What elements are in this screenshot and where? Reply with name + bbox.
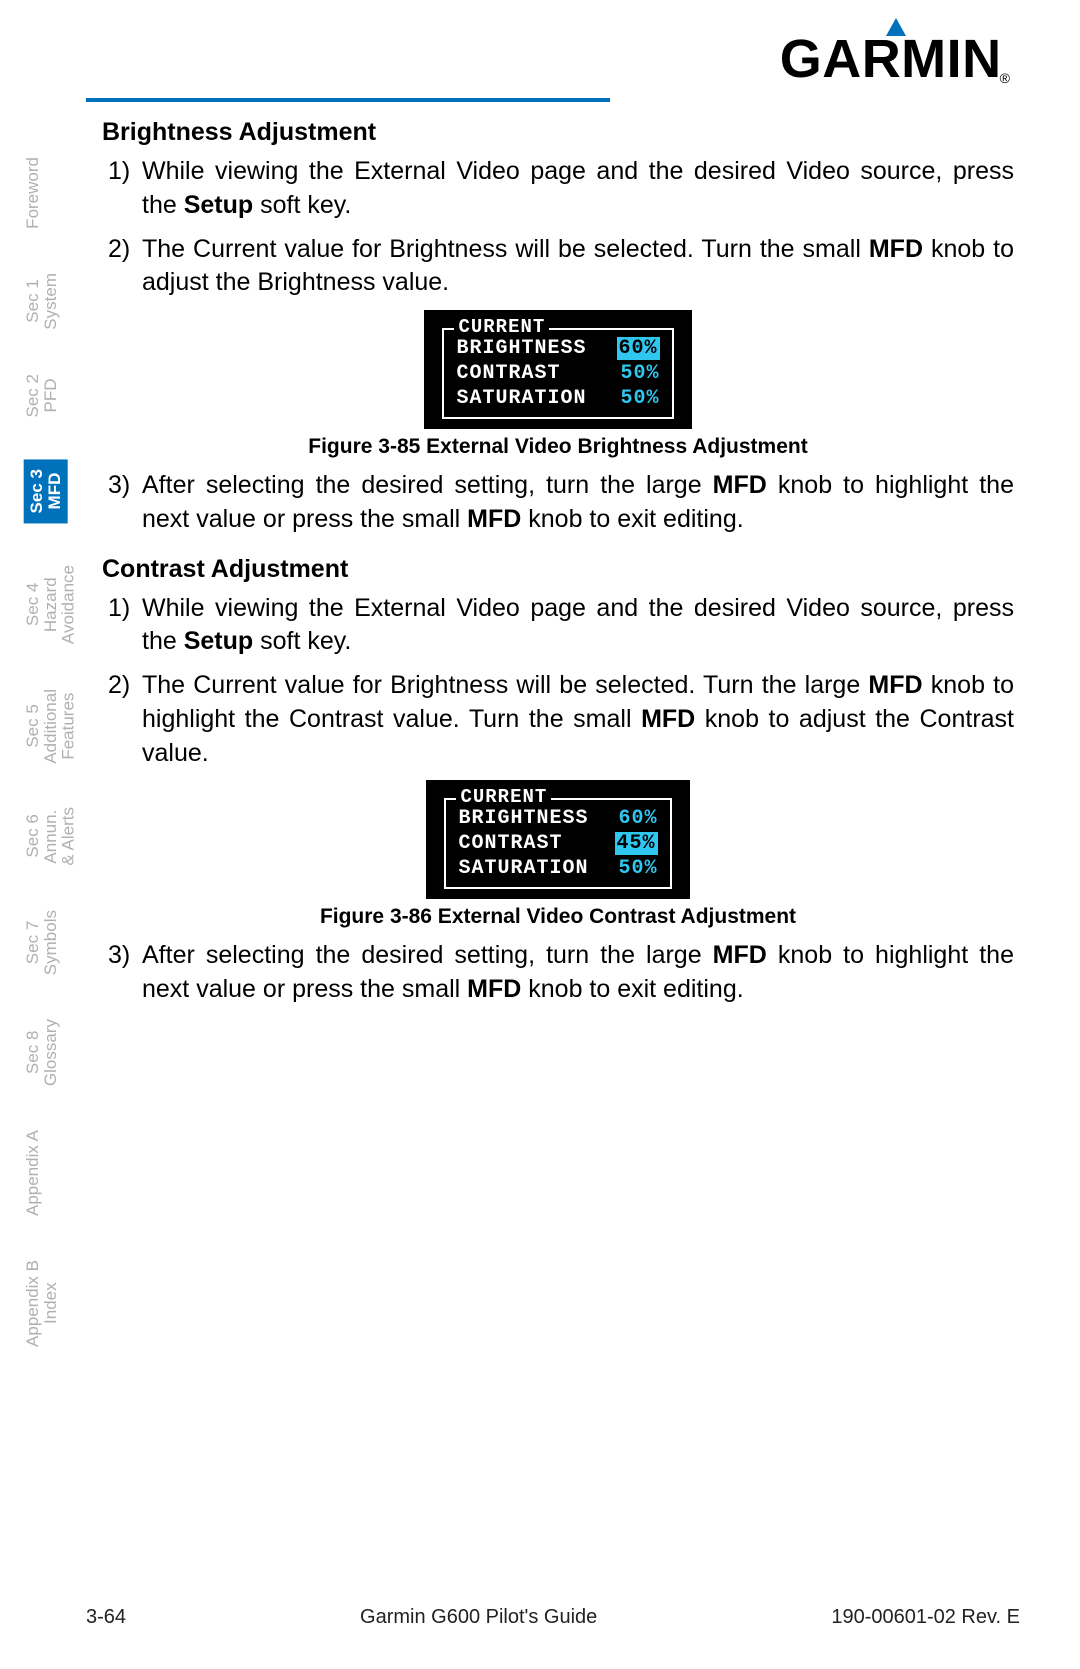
doc-revision: 190-00601-02 Rev. E — [831, 1606, 1020, 1629]
section-tab: Sec 2 PFD — [24, 372, 60, 419]
heading-brightness: Brightness Adjustment — [102, 118, 1014, 147]
section-tab: Sec 6 Annun. & Alerts — [24, 805, 78, 868]
main-content: Brightness Adjustment 1) While viewing t… — [102, 118, 1014, 1007]
lcd-panel: CURRENT BRIGHTNESS60%CONTRAST50%SATURATI… — [424, 310, 691, 429]
logo-registered: ® — [1000, 70, 1010, 86]
garmin-triangle-icon — [886, 18, 906, 36]
step-number: 1) — [102, 592, 142, 660]
page-footer: 3-64 Garmin G600 Pilot's Guide 190-00601… — [86, 1606, 1020, 1629]
heading-contrast: Contrast Adjustment — [102, 555, 1014, 584]
figure-3-86: CURRENT BRIGHTNESS60%CONTRAST45%SATURATI… — [102, 780, 1014, 899]
step-number: 2) — [102, 233, 142, 301]
step-number: 3) — [102, 469, 142, 537]
page-number: 3-64 — [86, 1606, 126, 1629]
contrast-step-3: 3) After selecting the desired setting, … — [102, 939, 1014, 1007]
figure-3-85: CURRENT BRIGHTNESS60%CONTRAST50%SATURATI… — [102, 310, 1014, 429]
section-tab: Sec 5 Additional Features — [24, 687, 78, 766]
section-tab: Sec 3 MFD — [24, 459, 68, 523]
lcd-row: CONTRAST50% — [454, 361, 661, 386]
lcd-row: SATURATION50% — [456, 856, 659, 881]
section-tab: Appendix A — [24, 1128, 42, 1218]
section-tabs: Foreword Sec 1 System Sec 2 PFD Sec 3 MFD Se… — [24, 155, 72, 1389]
lcd-legend: CURRENT — [454, 316, 549, 338]
section-tab: Appendix B Index — [24, 1258, 60, 1349]
brightness-step-3: 3) After selecting the desired setting, … — [102, 469, 1014, 537]
section-tab: Sec 4 Hazard Avoidance — [24, 563, 78, 646]
contrast-step-2: 2) The Current value for Brightness will… — [102, 669, 1014, 770]
brightness-step-1: 1) While viewing the External Video page… — [102, 155, 1014, 223]
lcd-row: BRIGHTNESS60% — [454, 336, 661, 361]
lcd-row: CONTRAST45% — [456, 831, 659, 856]
section-tab: Sec 1 System — [24, 271, 60, 332]
lcd-row: BRIGHTNESS60% — [456, 806, 659, 831]
section-tab: Sec 8 Glossary — [24, 1017, 60, 1088]
lcd-panel: CURRENT BRIGHTNESS60%CONTRAST45%SATURATI… — [426, 780, 689, 899]
figure-caption-85: Figure 3-85 External Video Brightness Ad… — [102, 435, 1014, 459]
figure-caption-86: Figure 3-86 External Video Contrast Adju… — [102, 905, 1014, 929]
section-tab: Foreword — [24, 155, 42, 231]
header-rule — [86, 98, 610, 102]
step-number: 2) — [102, 669, 142, 770]
section-tab: Sec 7 Symbols — [24, 908, 60, 977]
lcd-legend: CURRENT — [456, 786, 551, 808]
doc-title: Garmin G600 Pilot's Guide — [360, 1606, 597, 1629]
step-number: 1) — [102, 155, 142, 223]
garmin-logo: GARMIN® — [780, 28, 1012, 90]
logo-text: GARMIN — [780, 29, 1002, 89]
contrast-step-1: 1) While viewing the External Video page… — [102, 592, 1014, 660]
page-header: GARMIN® — [60, 40, 1020, 110]
lcd-row: SATURATION50% — [454, 386, 661, 411]
brightness-step-2: 2) The Current value for Brightness will… — [102, 233, 1014, 301]
step-number: 3) — [102, 939, 142, 1007]
